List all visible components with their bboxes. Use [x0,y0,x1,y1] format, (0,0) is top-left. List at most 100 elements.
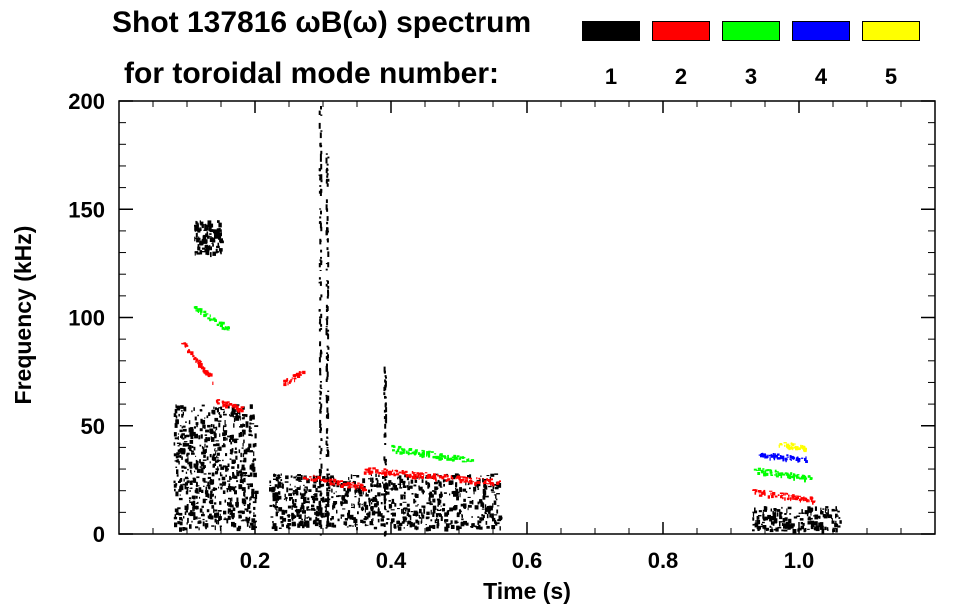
spectrum-point [271,526,275,530]
spectrum-point [211,525,215,527]
spectrum-point [754,491,757,495]
spectrum-point [229,439,232,443]
x-tick-label: 0.4 [376,548,407,573]
spectrum-point [224,466,227,469]
spectrum-point [455,478,457,480]
spectrum-point [325,503,328,507]
spectrum-point [209,318,212,322]
spectrum-point [325,204,328,210]
spectrum-point [182,437,185,440]
spectrum-point [218,512,220,517]
spectrum-point [325,308,328,312]
spectrum-point [319,472,322,477]
spectrum-point [191,495,196,498]
spectrum-point [283,383,287,387]
spectrum-point [462,488,467,492]
spectrum-point [795,446,799,448]
spectrum-point [486,475,490,477]
spectrum-point [208,501,212,504]
spectrum-point [327,390,330,392]
y-tick-label: 100 [68,306,105,331]
spectrum-point [777,457,781,460]
spectrum-point [807,506,811,511]
spectrum-point [819,525,824,530]
spectrum-point [319,158,322,162]
spectrum-point [385,491,388,496]
spectrum-point [370,484,374,488]
spectrum-point [352,517,356,520]
spectrum-point [483,480,487,484]
spectrum-point [218,222,222,226]
spectrum-point [802,445,805,450]
spectrum-point [791,456,795,459]
spectrum-point [298,480,302,482]
spectrum-point [786,454,789,456]
spectrum-point [319,519,322,526]
spectrum-point [789,447,793,450]
spectrum-point [791,497,793,500]
spectrum-point [454,458,458,460]
spectrum-point [325,378,328,382]
spectrum-point [227,515,231,520]
spectrum-point [791,476,796,479]
spectrum-point [215,426,218,430]
spectrum-point [381,470,385,472]
spectrum-point [490,473,495,477]
spectrum-point [202,521,205,527]
spectrum-point [320,313,323,319]
spectrum-point [814,526,817,531]
spectrum-point [212,464,216,466]
spectrum-point [343,521,348,525]
spectrum-point [219,324,223,328]
spectrum-point [491,525,496,530]
spectrum-point [249,404,253,409]
spectrum-point [360,519,364,523]
spectrum-point [320,463,323,469]
spectrum-point [320,492,323,495]
spectrum-point [355,490,359,492]
spectrum-point [326,175,329,178]
spectrum-point [401,470,404,473]
spectrum-point [782,497,784,500]
spectrum-point [357,490,361,493]
spectrum-point [406,524,409,526]
spectrum-point [377,512,381,517]
spectrum-point [783,529,788,532]
spectrum-point [181,413,184,418]
spectrum-point [191,410,193,413]
spectrum-point [296,512,299,517]
spectrum-point [203,485,205,487]
spectrum-point [327,291,330,297]
spectrum-point [242,453,245,458]
spectrum-point [461,460,465,463]
spectrum-point [455,488,459,493]
spectrum-point [180,405,184,409]
spectrum-point [319,316,322,319]
spectrum-point [773,508,777,512]
spectrum-point [347,510,351,514]
spectrum-point [229,497,232,503]
spectrum-point [214,429,217,431]
spectrum-point [304,501,308,504]
spectrum-point [291,505,295,508]
spectrum-point [232,409,236,412]
spectrum-point [342,483,345,485]
spectrum-point [789,458,792,460]
spectrum-point [214,319,217,322]
spectrum-point [199,508,203,513]
spectrum-point [779,455,782,459]
spectrum-point [202,459,207,461]
spectrum-point [779,516,783,520]
spectrum-point [184,343,188,347]
spectrum-point [370,506,374,510]
spectrum-point [236,404,240,406]
spectrum-point [249,512,251,515]
spectrum-point [214,407,218,410]
spectrum-point [189,431,194,436]
spectrum-point [245,414,248,417]
spectrum-point [272,504,276,508]
spectrum-point [233,438,238,444]
spectrum-point [223,430,228,433]
spectrum-point [203,241,207,244]
spectrum-point [181,437,183,439]
